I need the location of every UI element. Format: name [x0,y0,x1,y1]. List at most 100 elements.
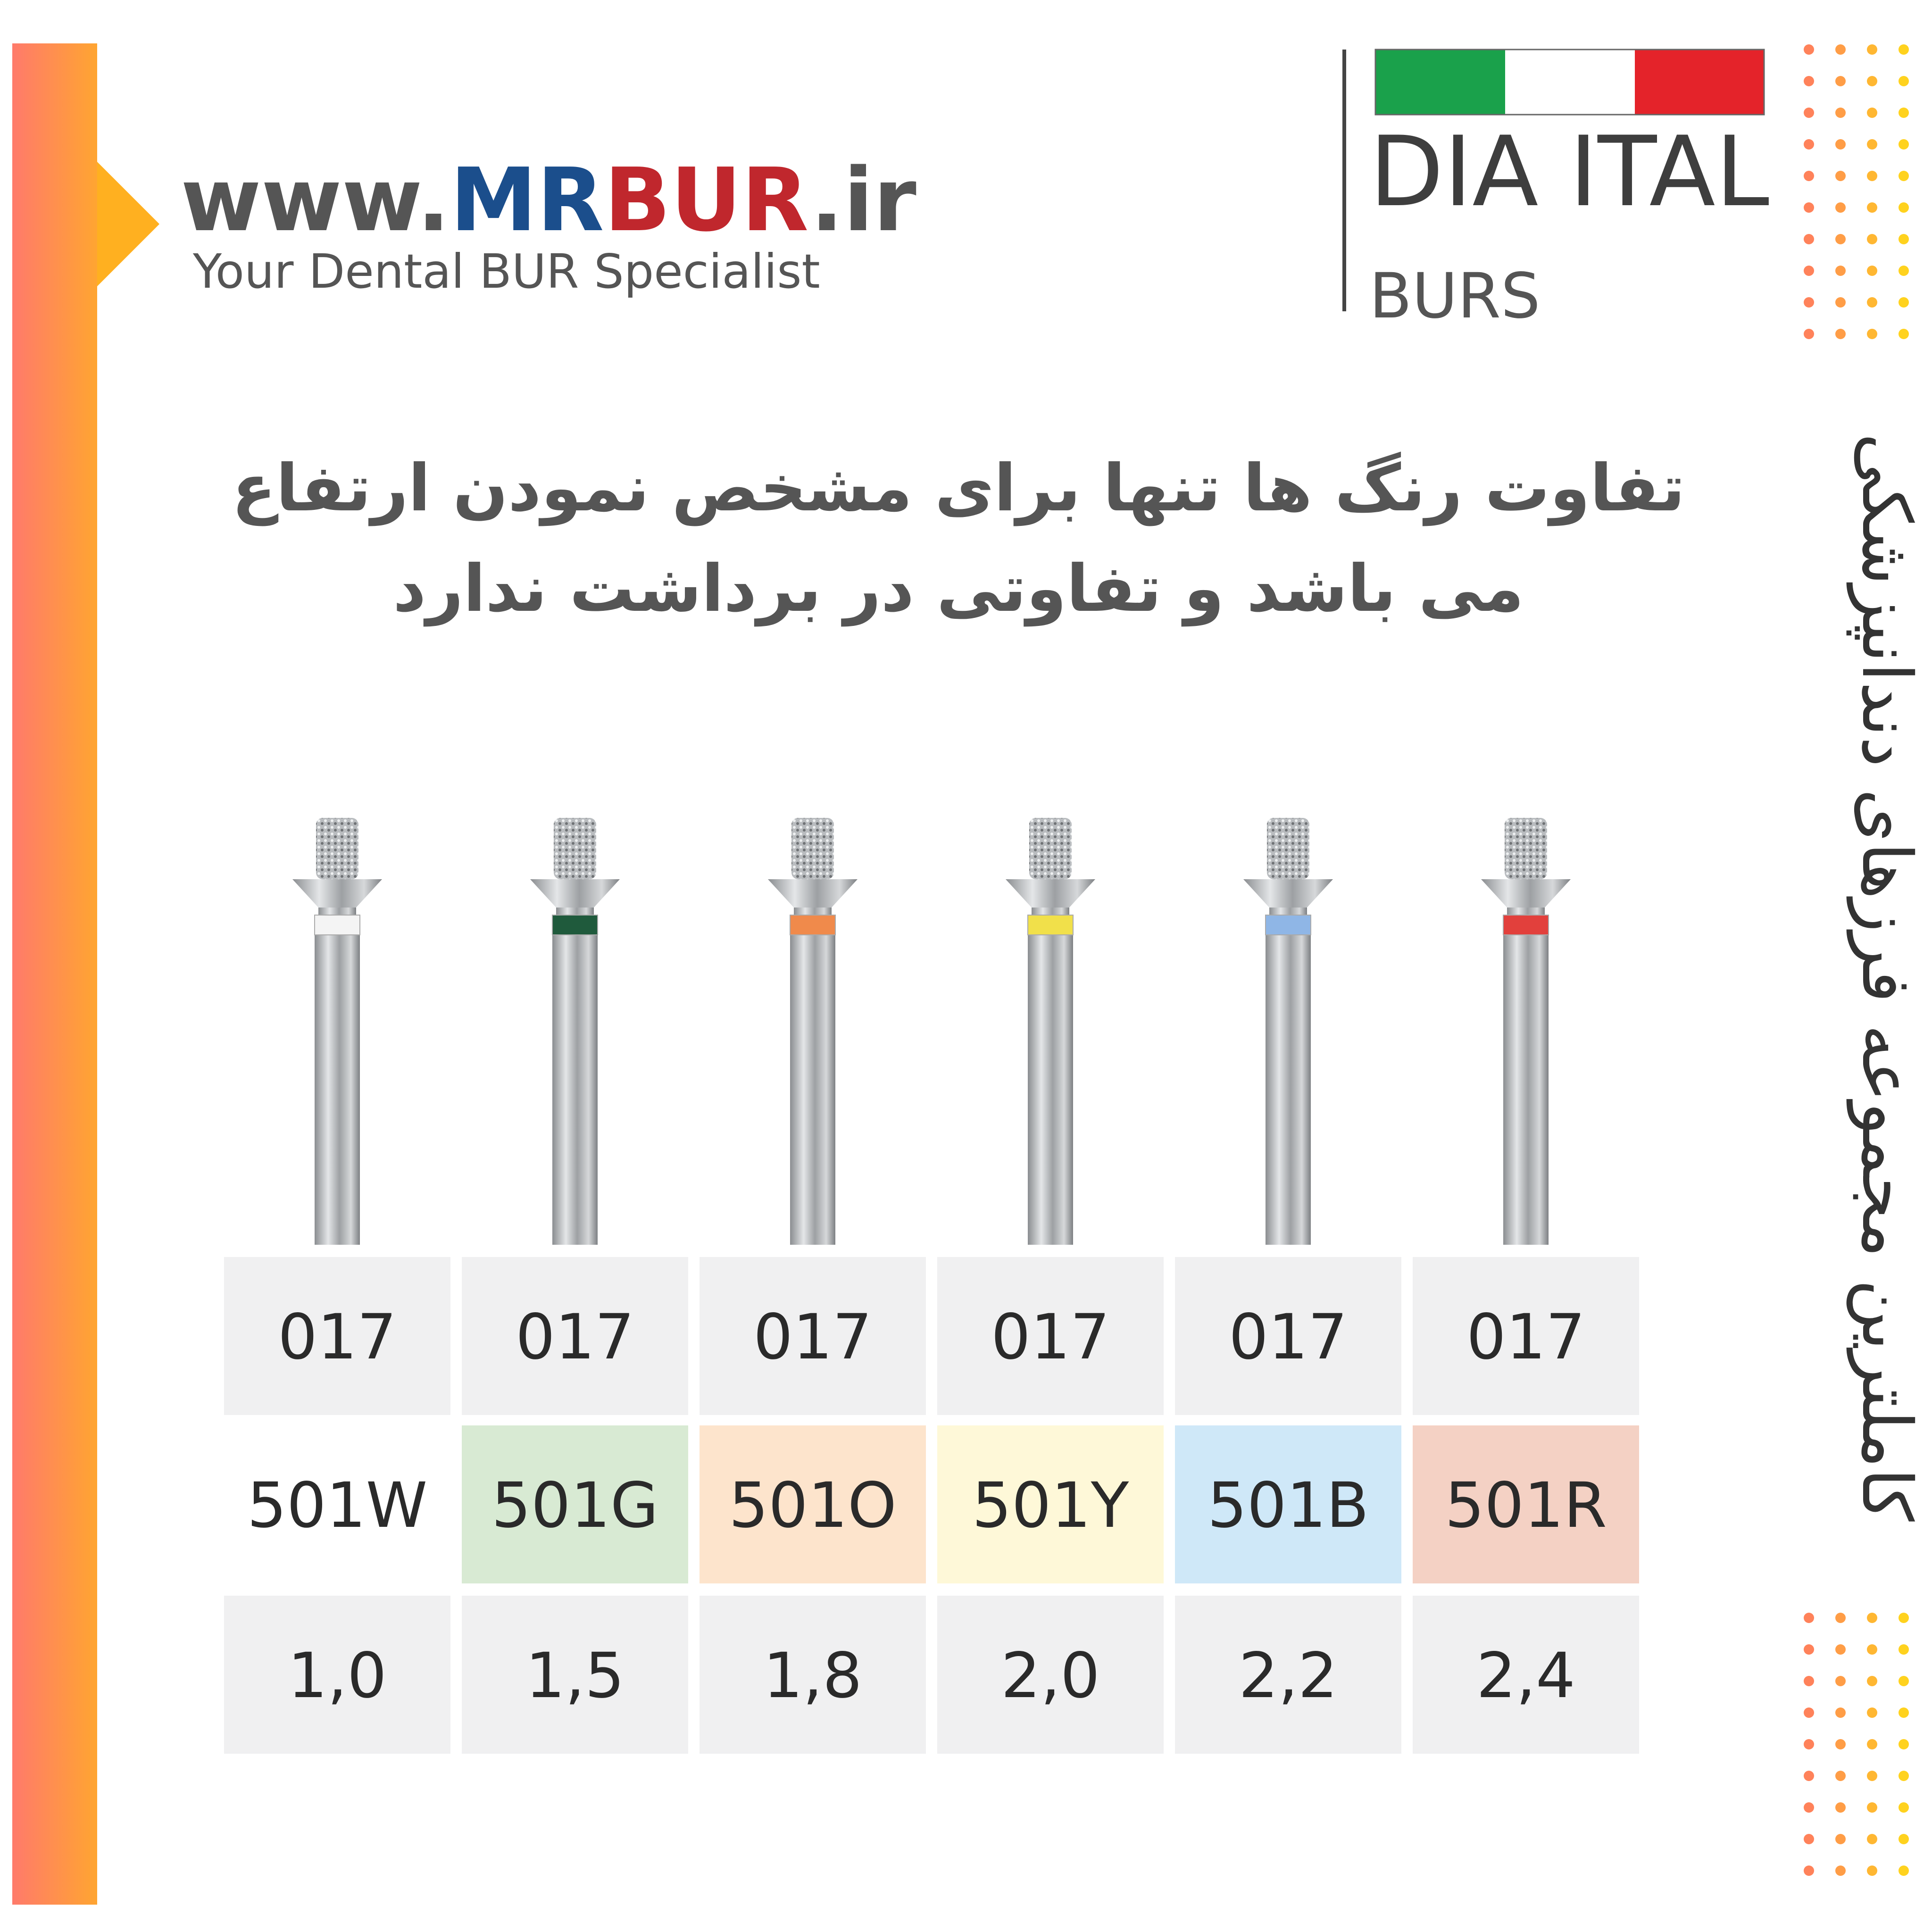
bur-band [790,915,836,935]
dot [1867,108,1877,118]
cell-diameter: 2,2 [1239,1640,1338,1712]
bur-band [314,915,360,935]
dot [1804,1834,1814,1844]
dot [1835,202,1846,213]
bur-band [1503,915,1549,935]
dot-pattern [1804,44,1909,1876]
dot [1899,202,1909,213]
table-cell [937,1425,1164,1583]
dot [1835,1739,1846,1749]
dot [1867,171,1877,181]
dot [1804,108,1814,118]
dot [1804,1707,1814,1718]
dot [1899,139,1909,150]
bur-cone [292,879,382,908]
tagline: Your Dental BUR Specialist [192,244,820,299]
dot [1899,1834,1909,1844]
dot [1899,1739,1909,1749]
table-cell [937,1596,1164,1754]
dot [1867,1644,1877,1655]
table-cell [700,1257,926,1415]
bur-cone [530,879,620,908]
dot [1804,1739,1814,1749]
table-cell [700,1425,926,1583]
dot [1835,297,1846,308]
dot [1804,202,1814,213]
dot [1867,1834,1877,1844]
cell-size: 017 [753,1301,872,1374]
dot [1899,297,1909,308]
cell-size: 017 [991,1301,1110,1374]
cell-diameter: 1,8 [763,1640,862,1712]
table: 017 501W 1,0 017 501G 1,5 017 501O 1,8 017 501Y 2,0… [224,1257,1639,1754]
table-cell [1175,1257,1401,1415]
dot [1804,171,1814,181]
bur-cone [768,879,858,908]
dot [1899,234,1909,244]
bur [292,818,382,1245]
cell-size: 017 [516,1301,634,1374]
cell-code: 501O [729,1469,897,1542]
dot [1835,266,1846,276]
bur-head [1029,818,1072,879]
table-cell [937,1257,1164,1415]
table-cell [1413,1425,1639,1583]
table-cell [224,1596,450,1754]
cell-diameter: 1,0 [288,1640,387,1712]
dot [1835,1707,1846,1718]
dot [1804,44,1814,55]
accent-arrow [97,162,159,286]
cell-code: 501Y [972,1469,1129,1542]
dot [1867,1802,1877,1813]
dot [1899,76,1909,86]
table-cell [1175,1425,1401,1583]
dot [1835,76,1846,86]
dot [1804,1771,1814,1781]
dot [1804,1865,1814,1876]
brand-sub: BURS [1369,260,1541,333]
dot [1835,139,1846,150]
cell-code: 501R [1445,1469,1607,1542]
logo-prefix: www. [181,149,450,251]
dot [1804,139,1814,150]
dot [1804,1802,1814,1813]
table-cell [700,1596,926,1754]
table-cell [1175,1596,1401,1754]
dot [1867,1707,1877,1718]
dot [1835,171,1846,181]
heading-line: تفاوت رنگ ها تنها برای مشخص نمودن ارتفاع [232,451,1685,526]
dot [1899,329,1909,339]
table-cell [462,1596,688,1754]
accent-bar [12,43,97,1905]
dot [1804,234,1814,244]
cell-diameter: 2,0 [1001,1640,1100,1712]
dot [1867,266,1877,276]
dot [1867,1676,1877,1686]
dot [1867,139,1877,150]
dot [1867,44,1877,55]
bur-shank [1503,920,1549,1245]
dot [1867,76,1877,86]
dot [1835,1771,1846,1781]
side-text: کاملترین مجموعه فرزهای دندانپزشکی [1846,433,1926,1522]
dot [1899,1613,1909,1623]
dot [1867,329,1877,339]
dot [1899,171,1909,181]
bur-head [791,818,834,879]
bur-shank [552,920,598,1245]
dot [1835,1676,1846,1686]
dot [1867,1739,1877,1749]
bur-cone [1481,879,1571,908]
table-cell [1413,1257,1639,1415]
bur-head [316,818,358,879]
bur-band [552,915,598,935]
cell-diameter: 1,5 [525,1640,625,1712]
dot [1899,44,1909,55]
dot [1835,1802,1846,1813]
dot [1867,202,1877,213]
dot [1804,1613,1814,1623]
bur-band [1027,915,1074,935]
dot [1835,234,1846,244]
dot [1804,1644,1814,1655]
dot [1899,1865,1909,1876]
